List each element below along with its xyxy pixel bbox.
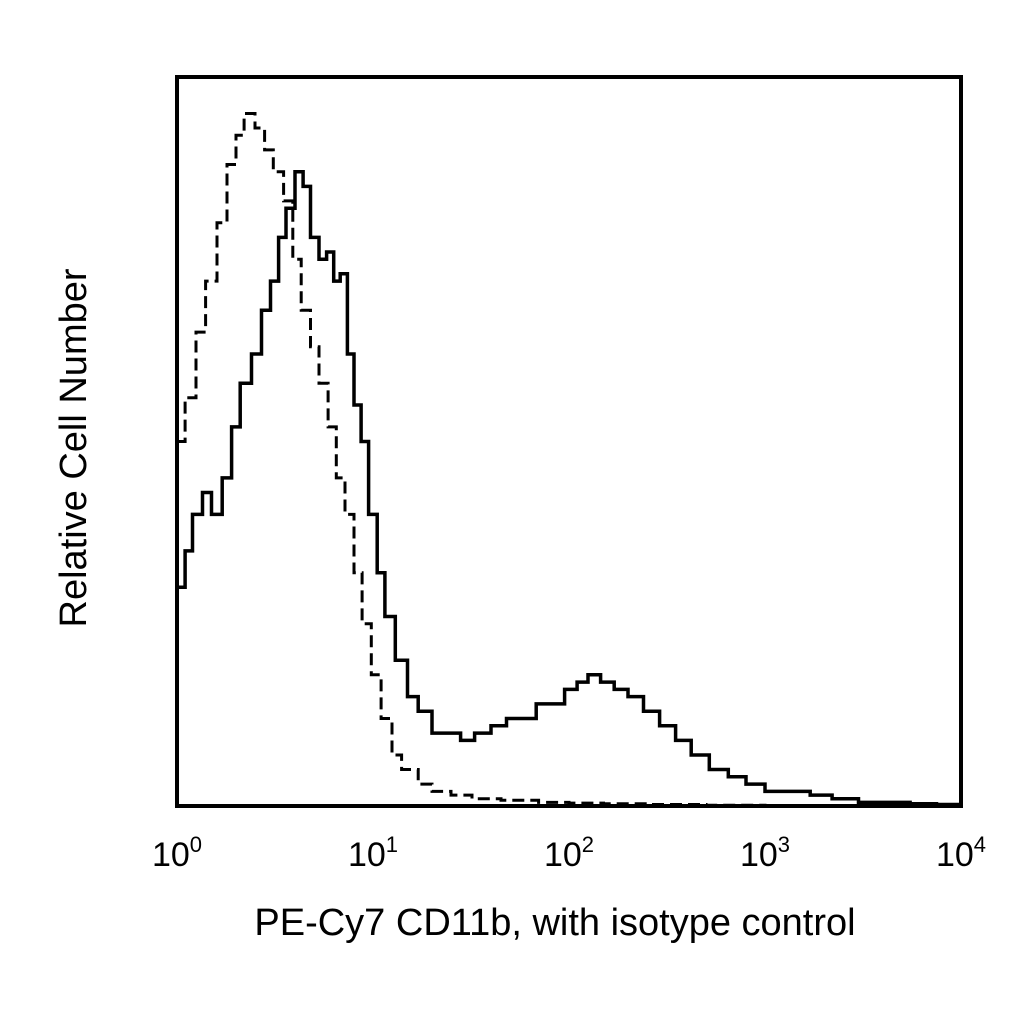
y-axis-label: Relative Cell Number [53, 268, 95, 627]
isotype-control-histogram [177, 112, 961, 808]
x-tick-base: 10 [740, 836, 778, 874]
x-tick-label: 101 [348, 832, 398, 874]
x-tick-base: 10 [348, 836, 386, 874]
x-tick-exponent: 3 [778, 832, 790, 857]
cd11b-histogram [177, 170, 963, 807]
x-tick-exponent: 0 [190, 832, 202, 857]
x-tick-base: 10 [152, 836, 190, 874]
x-tick-exponent: 4 [974, 832, 986, 857]
x-axis-label: PE-Cy7 CD11b, with isotype control [254, 902, 855, 944]
x-tick-labels: 100 101 102 103 104 [152, 832, 986, 874]
x-tick-label: 102 [544, 832, 594, 874]
series-layer [177, 112, 963, 808]
x-tick-base: 10 [936, 836, 974, 874]
x-tick-label: 100 [152, 832, 202, 874]
x-tick-label: 103 [740, 832, 790, 874]
x-tick-exponent: 2 [582, 832, 594, 857]
x-tick-label: 104 [936, 832, 986, 874]
x-tick-exponent: 1 [386, 832, 398, 857]
x-tick-base: 10 [544, 836, 582, 874]
